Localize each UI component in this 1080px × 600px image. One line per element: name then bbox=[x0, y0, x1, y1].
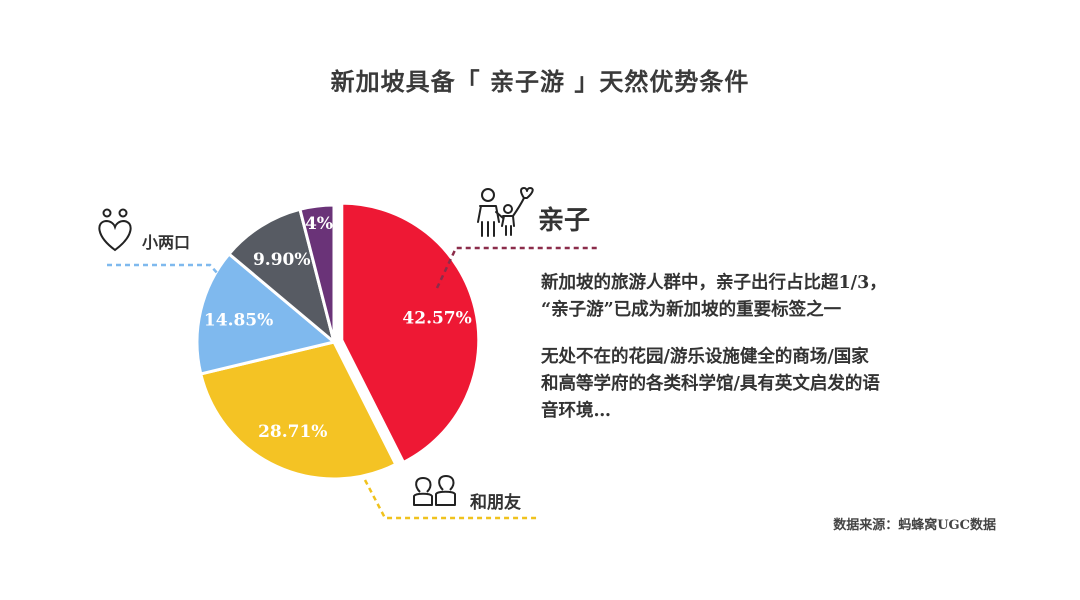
description-paragraph-1: 新加坡的旅游人群中，亲子出行占比超1/3， “亲子游”已成为新加坡的重要标签之一 bbox=[541, 270, 961, 324]
pie-label-other: 4% bbox=[305, 214, 333, 234]
pie-slice-family bbox=[340, 201, 481, 465]
friends-callout-label: 和朋友 bbox=[470, 493, 521, 513]
pie-label-couple: 14.85% bbox=[204, 311, 273, 331]
parent-child-balloon-icon bbox=[477, 187, 534, 237]
couple-leader-line bbox=[107, 263, 219, 275]
pie-label-solo: 9.90% bbox=[253, 250, 311, 270]
friends-icon bbox=[413, 475, 456, 506]
description-line: “亲子游”已成为新加坡的重要标签之一 bbox=[541, 300, 842, 320]
pie-label-family: 42.57% bbox=[402, 308, 471, 328]
page-title: 新加坡具备「 亲子游 」天然优势条件 bbox=[330, 67, 750, 96]
friends-leader-line bbox=[363, 479, 540, 520]
family-callout-label: 亲子 bbox=[538, 206, 591, 236]
data-source-note: 数据来源：蚂蜂窝UGC数据 bbox=[833, 518, 996, 533]
pie-label-friends: 28.71% bbox=[258, 422, 327, 442]
description-line: 无处不在的花园/游乐设施健全的商场/国家 bbox=[541, 347, 869, 367]
couple-heart-icon bbox=[98, 208, 132, 252]
description-line: 音环境… bbox=[541, 401, 611, 421]
description-line: 新加坡的旅游人群中，亲子出行占比超1/3， bbox=[541, 273, 887, 293]
pie-slice-other bbox=[298, 203, 336, 343]
couple-callout-label: 小两口 bbox=[142, 233, 191, 252]
description-line: 和高等学府的各类科学馆/具有英文启发的语 bbox=[541, 374, 880, 394]
description-paragraph-2: 无处不在的花园/游乐设施健全的商场/国家 和高等学府的各类科学馆/具有英文启发的… bbox=[541, 344, 961, 425]
pie-slice-friends bbox=[198, 340, 398, 481]
pie-slices bbox=[195, 201, 481, 481]
pie-slice-labels: 42.57% 28.71% 14.85% 9.90% 4% bbox=[204, 214, 472, 442]
pie-slice-couple bbox=[195, 251, 338, 376]
